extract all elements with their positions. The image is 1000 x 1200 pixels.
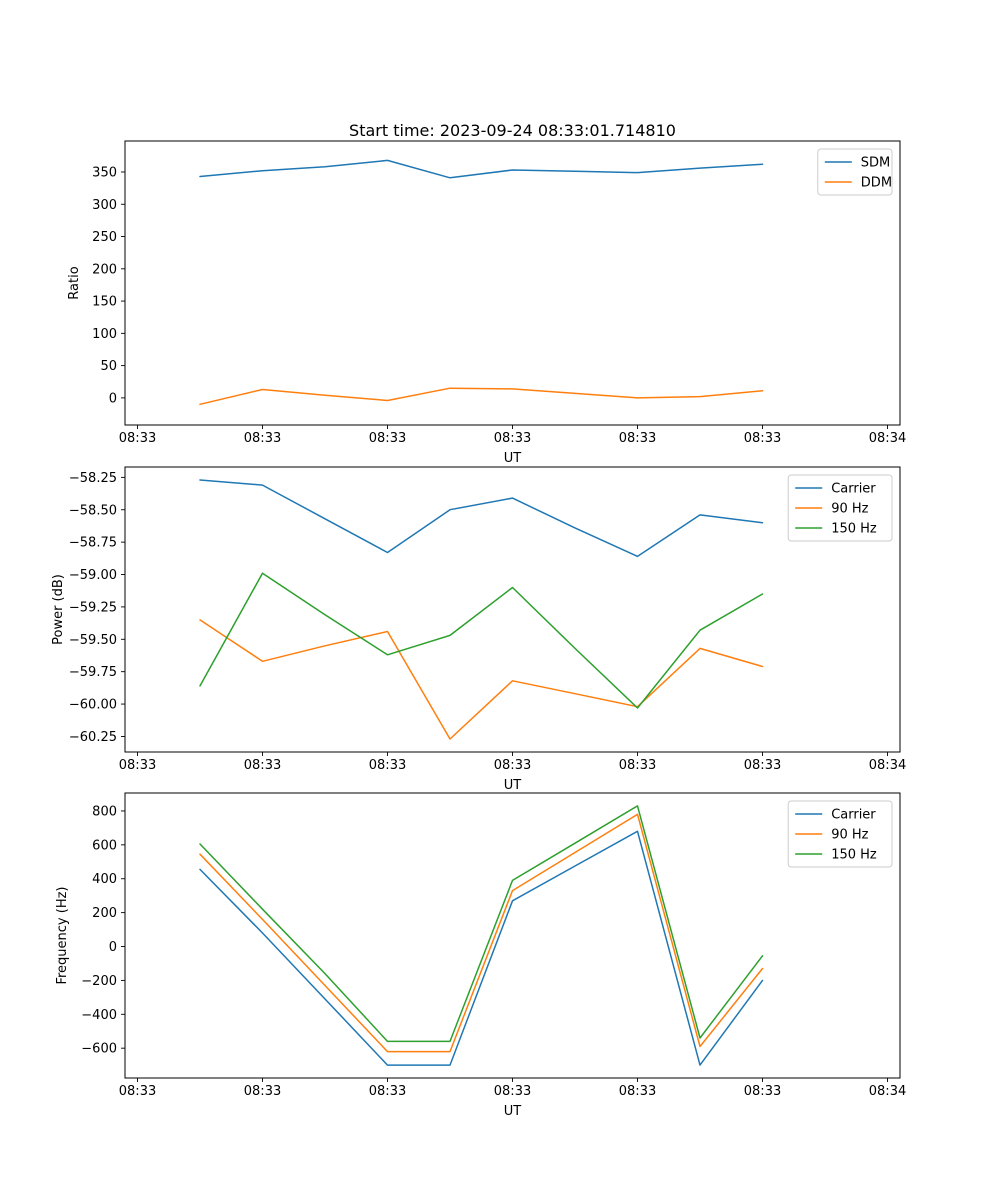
- x-tick-label: 08:33: [494, 1084, 531, 1099]
- legend: Carrier 90 Hz 150 Hz: [787, 474, 893, 542]
- x-tick-label: 08:34: [869, 1084, 906, 1099]
- y-tick-label: 350: [92, 165, 117, 180]
- x-tick-label: 08:33: [494, 758, 531, 773]
- x-tick-label: 08:33: [744, 431, 781, 446]
- y-axis-label: Ratio: [67, 266, 82, 299]
- series-line-150-hz: [199, 805, 764, 1043]
- x-tick-label: 08:33: [244, 431, 281, 446]
- x-axis-label: UT: [504, 1104, 522, 1119]
- x-tick-label: 08:33: [244, 758, 281, 773]
- axes-frame: [124, 140, 901, 426]
- series-line-90-hz: [199, 619, 764, 740]
- legend-label: 150 Hz: [831, 848, 877, 863]
- y-tick-label: 800: [92, 804, 117, 819]
- x-axis-label: UT: [504, 778, 522, 793]
- y-tick-label: −59.00: [69, 568, 117, 583]
- legend-frame: [787, 800, 893, 868]
- x-tick-label: 08:33: [369, 758, 406, 773]
- legend: SDM DDM: [817, 148, 893, 196]
- legend-label: 90 Hz: [831, 502, 868, 517]
- y-tick-label: 0: [109, 940, 117, 955]
- x-tick-label: 08:33: [119, 431, 156, 446]
- y-tick-label: 150: [92, 295, 117, 310]
- series-line-150-hz: [199, 572, 764, 709]
- y-tick-label: −59.50: [69, 633, 117, 648]
- y-tick-label: −59.75: [69, 665, 117, 680]
- x-tick-label: 08:33: [119, 758, 156, 773]
- y-tick-label: −58.75: [69, 536, 117, 551]
- y-tick-label: −600: [81, 1042, 117, 1057]
- y-tick-label: −60.25: [69, 730, 117, 745]
- x-tick-label: 08:34: [869, 758, 906, 773]
- legend-label: SDM: [861, 156, 890, 171]
- x-tick-label: 08:33: [619, 1084, 656, 1099]
- axes-frame: [124, 466, 901, 753]
- legend-label: 150 Hz: [831, 522, 877, 537]
- subplot-frequency-hz: 08:33 08:33 08:33 08:33 08:33 08:33 08:34 −600 −…: [55, 792, 906, 1119]
- x-tick-label: 08:33: [619, 758, 656, 773]
- x-tick-label: 08:33: [744, 1084, 781, 1099]
- series-line-carrier: [199, 830, 764, 1066]
- y-tick-label: 300: [92, 198, 117, 213]
- series-line-carrier: [199, 479, 764, 558]
- y-tick-label: 0: [109, 391, 117, 406]
- y-tick-label: −58.50: [69, 503, 117, 518]
- x-tick-label: 08:33: [369, 431, 406, 446]
- x-tick-label: 08:33: [119, 1084, 156, 1099]
- y-tick-label: 50: [100, 359, 117, 374]
- x-tick-label: 08:33: [744, 758, 781, 773]
- subplot-ratio: 08:33 08:33 08:33 08:33 08:33 08:33 08:34 0 50 10…: [67, 140, 906, 466]
- series-line-90-hz: [199, 813, 764, 1053]
- y-axis-label: Frequency (Hz): [55, 886, 70, 984]
- legend-frame: [817, 148, 893, 196]
- y-tick-label: 200: [92, 906, 117, 921]
- subplot-power-db: 08:33 08:33 08:33 08:33 08:33 08:33 08:34 −60.2…: [51, 466, 906, 793]
- legend-frame: [787, 474, 893, 542]
- y-tick-label: −200: [81, 974, 117, 989]
- x-axis-label: UT: [504, 451, 522, 466]
- x-tick-label: 08:33: [494, 431, 531, 446]
- y-tick-label: 250: [92, 230, 117, 245]
- y-tick-label: 400: [92, 872, 117, 887]
- y-axis-label: Power (dB): [51, 574, 66, 645]
- legend-label: DDM: [861, 176, 892, 191]
- axes-frame: [124, 792, 901, 1079]
- series-line-ddm: [199, 387, 764, 406]
- x-tick-label: 08:33: [369, 1084, 406, 1099]
- legend-label: Carrier: [831, 482, 876, 497]
- y-tick-label: −60.00: [69, 698, 117, 713]
- y-tick-label: 200: [92, 262, 117, 277]
- y-tick-label: −58.25: [69, 471, 117, 486]
- legend-label: 90 Hz: [831, 828, 868, 843]
- series-line-sdm: [199, 159, 764, 179]
- figure-title: Start time: 2023-09-24 08:33:01.714810: [349, 121, 676, 140]
- x-tick-label: 08:33: [244, 1084, 281, 1099]
- x-tick-label: 08:33: [619, 431, 656, 446]
- y-tick-label: 100: [92, 327, 117, 342]
- legend-label: Carrier: [831, 808, 876, 823]
- legend: Carrier 90 Hz 150 Hz: [787, 800, 893, 868]
- y-tick-label: −400: [81, 1008, 117, 1023]
- y-tick-label: −59.25: [69, 600, 117, 615]
- x-tick-label: 08:34: [869, 431, 906, 446]
- y-tick-label: 600: [92, 838, 117, 853]
